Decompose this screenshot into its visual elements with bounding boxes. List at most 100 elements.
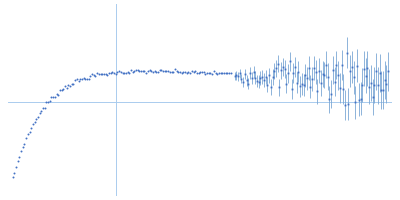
Point (116, 69, 122, 72)
Point (58, 89, 65, 92)
Point (99, 72, 106, 75)
Point (114, 71, 121, 74)
Point (133, 68, 139, 72)
Point (74, 78, 80, 81)
Point (80, 76, 87, 80)
Point (190, 70, 197, 74)
Point (128, 68, 134, 72)
Point (155, 70, 161, 73)
Point (14, 159, 21, 162)
Point (148, 69, 154, 72)
Point (87, 75, 94, 78)
Point (121, 71, 128, 75)
Point (178, 71, 185, 74)
Point (33, 117, 40, 120)
Point (172, 68, 178, 71)
Point (84, 78, 90, 81)
Point (40, 107, 46, 110)
Point (185, 70, 192, 73)
Point (13, 165, 19, 168)
Point (28, 126, 34, 130)
Point (204, 71, 210, 74)
Point (86, 77, 92, 80)
Point (70, 82, 77, 85)
Point (38, 109, 44, 112)
Point (202, 72, 208, 75)
Point (153, 70, 160, 73)
Point (26, 130, 33, 133)
Point (55, 93, 62, 96)
Point (165, 70, 171, 73)
Point (30, 122, 36, 126)
Point (195, 71, 202, 74)
Point (118, 71, 124, 74)
Point (124, 70, 131, 74)
Point (150, 71, 156, 74)
Point (25, 133, 31, 136)
Point (160, 69, 166, 72)
Point (209, 72, 215, 75)
Point (82, 77, 88, 80)
Point (65, 83, 72, 86)
Point (72, 79, 78, 82)
Point (131, 70, 138, 73)
Point (97, 73, 104, 76)
Point (77, 77, 84, 81)
Point (224, 72, 230, 75)
Point (108, 71, 114, 75)
Point (94, 72, 100, 75)
Point (119, 71, 126, 74)
Point (189, 69, 195, 72)
Point (60, 88, 66, 91)
Point (152, 70, 158, 73)
Point (206, 71, 212, 74)
Point (175, 70, 182, 74)
Point (11, 171, 18, 174)
Point (180, 70, 186, 73)
Point (52, 95, 58, 98)
Point (184, 72, 190, 75)
Point (163, 69, 170, 72)
Point (226, 71, 232, 74)
Point (89, 72, 95, 76)
Point (90, 74, 97, 77)
Point (43, 101, 50, 104)
Point (219, 72, 226, 75)
Point (167, 70, 173, 73)
Point (174, 69, 180, 72)
Point (62, 85, 68, 88)
Point (192, 69, 198, 72)
Point (222, 71, 229, 75)
Point (141, 70, 148, 73)
Point (45, 100, 51, 104)
Point (134, 68, 141, 71)
Point (109, 70, 116, 73)
Point (200, 70, 207, 74)
Point (111, 71, 117, 75)
Point (212, 72, 219, 75)
Point (18, 150, 24, 153)
Point (221, 71, 227, 74)
Point (42, 106, 48, 109)
Point (130, 70, 136, 73)
Point (136, 70, 143, 73)
Point (57, 88, 63, 92)
Point (23, 136, 29, 139)
Point (64, 86, 70, 90)
Point (126, 71, 132, 74)
Point (158, 68, 164, 71)
Point (199, 70, 205, 73)
Point (228, 72, 234, 75)
Point (146, 69, 153, 72)
Point (170, 70, 176, 73)
Point (217, 72, 224, 75)
Point (104, 73, 110, 76)
Point (112, 73, 119, 76)
Point (53, 93, 60, 96)
Point (10, 175, 16, 178)
Point (207, 72, 214, 75)
Point (182, 70, 188, 73)
Point (16, 155, 22, 159)
Point (194, 71, 200, 74)
Point (101, 72, 107, 76)
